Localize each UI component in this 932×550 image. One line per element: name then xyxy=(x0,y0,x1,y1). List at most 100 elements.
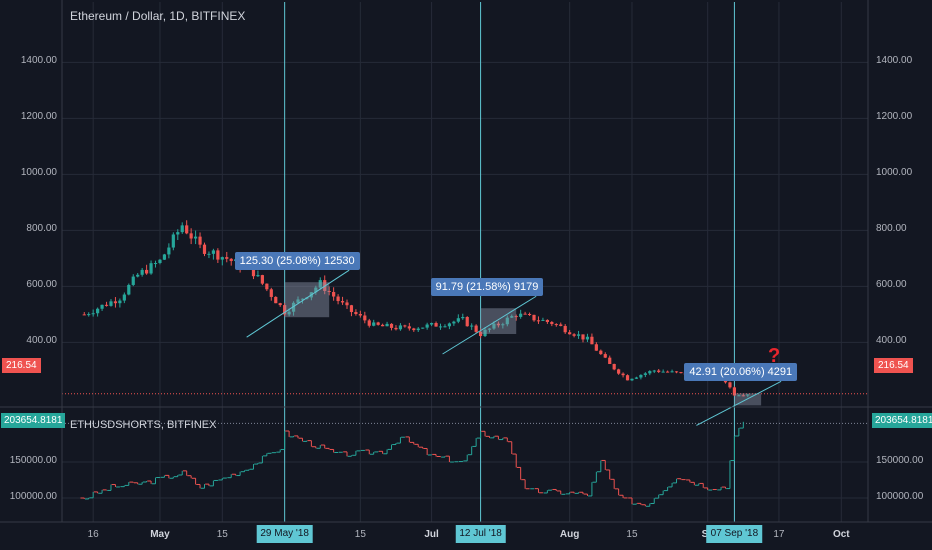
candle-body xyxy=(278,303,282,306)
candle-body xyxy=(376,322,380,325)
candle-body xyxy=(318,280,322,288)
candle-body xyxy=(340,301,345,303)
candle-body xyxy=(581,334,585,340)
candle-body xyxy=(621,373,625,376)
candle-body xyxy=(389,323,394,328)
y-tick-label-right: 400.00 xyxy=(876,335,907,347)
candle-body xyxy=(523,313,527,315)
candle-body xyxy=(118,300,122,304)
measure-label: 91.79 (21.58%) 9179 xyxy=(430,278,544,297)
candle-body xyxy=(398,325,403,330)
indicator-value-label-right: 203654.8181 xyxy=(872,413,932,428)
candle-body xyxy=(505,317,509,325)
candle-body xyxy=(657,370,661,372)
candle-body xyxy=(670,371,674,373)
x-tick-label: Jul xyxy=(424,529,439,540)
candle-body xyxy=(256,275,260,277)
candle-body xyxy=(447,323,452,327)
candle-body xyxy=(385,323,389,327)
measure-label: 42.91 (20.06%) 4291 xyxy=(684,363,798,382)
candle-body xyxy=(625,375,630,381)
candle-body xyxy=(189,233,193,239)
candle-body xyxy=(425,324,429,328)
candle-body xyxy=(198,236,202,245)
candle-body xyxy=(122,294,126,301)
candle-body xyxy=(594,344,598,351)
y-tick-label-left: 800.00 xyxy=(26,223,57,235)
indicator-y-tick-right: 100000.00 xyxy=(876,491,924,502)
candle-body xyxy=(363,315,367,321)
main-chart-title: Ethereum / Dollar, 1D, BITFINEX xyxy=(70,9,246,23)
candle-body xyxy=(87,314,91,316)
candle-body xyxy=(559,324,563,326)
candle-body xyxy=(167,247,171,255)
measure-trend-line xyxy=(696,380,782,426)
candle-body xyxy=(300,298,305,300)
shorts-line[interactable] xyxy=(80,421,744,507)
candle-body xyxy=(648,371,652,374)
candle-body xyxy=(483,329,487,337)
candle-body xyxy=(82,314,86,316)
candle-body xyxy=(349,305,354,313)
candle-body xyxy=(283,305,287,315)
candle-body xyxy=(225,257,229,259)
candle-body xyxy=(323,280,327,291)
candle-body xyxy=(634,377,639,379)
candle-body xyxy=(576,334,581,336)
candle-body xyxy=(443,326,447,328)
candle-body xyxy=(104,304,109,306)
x-tick-label: 15 xyxy=(626,529,638,540)
candle-body xyxy=(603,354,607,358)
candle-body xyxy=(193,236,198,239)
x-tick-label: Oct xyxy=(832,529,850,540)
candle-body xyxy=(358,314,362,316)
candle-body xyxy=(728,382,732,388)
candle-body xyxy=(461,317,465,319)
y-tick-label-right: 1200.00 xyxy=(876,111,913,123)
candle-body xyxy=(741,395,745,397)
candle-body xyxy=(532,314,536,321)
candle-body xyxy=(519,313,523,317)
candle-body xyxy=(416,328,420,331)
candle-body xyxy=(430,323,434,325)
indicator-value-label-left: 203654.8181 xyxy=(1,413,66,428)
candle-body xyxy=(274,296,278,304)
candle-body xyxy=(554,324,558,326)
candle-body xyxy=(568,332,572,335)
measure-label: 125.30 (25.08%) 12530 xyxy=(234,252,360,271)
pane-borders xyxy=(0,0,932,523)
candle-body xyxy=(666,371,670,373)
candle-body xyxy=(131,276,135,285)
x-tick-label: Aug xyxy=(559,529,580,540)
candle-body xyxy=(527,313,532,315)
candle-body xyxy=(216,250,220,260)
candle-body xyxy=(496,323,500,326)
candle-body xyxy=(599,350,603,355)
y-tick-label-right: 1400.00 xyxy=(876,55,913,67)
current-price-label-left: 216.54 xyxy=(2,358,41,373)
candle-body xyxy=(541,319,545,321)
candle-body xyxy=(407,326,411,329)
candle-body xyxy=(492,323,496,329)
y-tick-label-right: 600.00 xyxy=(876,279,907,291)
candle-body xyxy=(478,331,483,337)
candle-body xyxy=(434,323,438,327)
candle-body xyxy=(487,328,492,330)
candle-body xyxy=(287,311,291,315)
candle-body xyxy=(269,289,273,297)
candle-body xyxy=(470,325,474,327)
candle-body xyxy=(585,336,590,340)
candle-body xyxy=(674,371,679,373)
candle-body xyxy=(153,263,158,265)
candle-body xyxy=(746,394,750,396)
candle-body xyxy=(732,387,737,396)
candle-body xyxy=(207,253,211,255)
candle-body xyxy=(327,290,331,293)
price-candles[interactable] xyxy=(82,220,750,398)
candle-body xyxy=(185,225,189,234)
candle-body xyxy=(291,302,296,312)
y-tick-label-left: 400.00 xyxy=(26,335,57,347)
x-tick-label: 16 xyxy=(87,529,99,540)
indicator-y-tick-right: 150000.00 xyxy=(876,455,924,466)
